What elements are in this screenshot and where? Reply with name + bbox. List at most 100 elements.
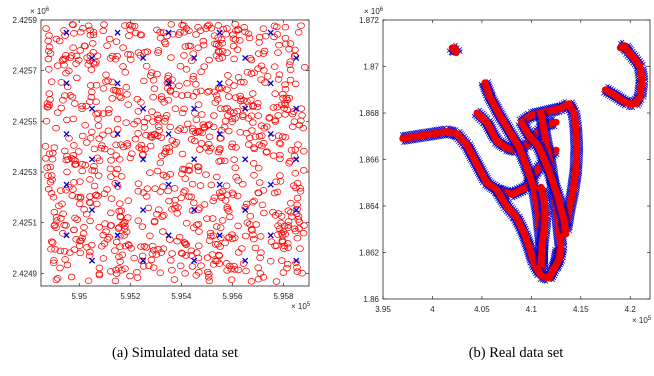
circle-marker — [122, 119, 130, 126]
x-tick-label: 3.95 — [375, 305, 391, 314]
cross-marker — [88, 206, 96, 214]
circle-marker — [181, 270, 189, 277]
circle-marker — [293, 264, 301, 271]
circle-marker — [227, 276, 236, 283]
circle-marker — [103, 236, 112, 243]
circle-marker — [244, 30, 253, 37]
circle-marker — [269, 104, 278, 111]
x-tick-label: 4.2 — [625, 305, 637, 314]
circle-marker — [63, 168, 71, 176]
circle-marker — [173, 237, 181, 245]
circle-marker — [106, 55, 115, 62]
circle-marker — [181, 187, 189, 194]
circle-marker — [250, 235, 258, 243]
y-tick-label: 1.868 — [359, 109, 380, 118]
circle-marker — [203, 215, 211, 222]
circle-marker — [199, 37, 208, 45]
circle-marker — [209, 197, 217, 205]
circle-marker — [249, 160, 258, 167]
circle-marker — [298, 269, 306, 277]
circle-marker — [258, 201, 267, 209]
circle-marker — [210, 194, 219, 201]
circle-marker — [149, 264, 158, 271]
circle-marker — [73, 74, 81, 82]
circle-marker — [188, 180, 197, 188]
circle-marker — [255, 141, 264, 149]
circle-marker — [45, 32, 53, 39]
cross-marker — [293, 54, 300, 62]
circle-marker — [113, 115, 122, 123]
circle-marker — [293, 194, 302, 202]
circle-marker — [194, 101, 203, 108]
circle-marker — [52, 213, 61, 221]
circle-marker — [194, 23, 202, 31]
circle-marker — [283, 96, 292, 104]
circle-marker — [292, 184, 300, 192]
circle-marker — [284, 222, 293, 229]
circle-marker — [225, 93, 233, 100]
cross-marker — [140, 105, 147, 112]
circle-marker — [229, 31, 237, 38]
y-tick-label: 1.862 — [359, 249, 380, 258]
circle-marker — [113, 125, 122, 133]
circle-marker — [230, 109, 238, 116]
circle-marker — [60, 248, 69, 255]
circle-marker — [48, 155, 57, 163]
circle-marker — [207, 24, 216, 32]
cross-marker — [293, 206, 300, 214]
cross-marker — [267, 181, 274, 188]
circle-marker — [65, 67, 73, 75]
circle-marker — [205, 56, 213, 64]
track-line — [537, 183, 549, 268]
circle-marker — [226, 108, 234, 115]
circle-marker — [46, 178, 55, 186]
circle-marker — [236, 92, 244, 100]
circle-marker — [107, 157, 115, 164]
circle-marker — [285, 61, 294, 68]
circle-marker — [102, 71, 110, 79]
x-tick-label: 5.958 — [273, 292, 294, 301]
circle-marker — [294, 216, 302, 223]
circle-marker — [99, 85, 108, 92]
circle-marker — [215, 85, 224, 92]
circle-marker — [142, 62, 151, 70]
circle-marker — [284, 218, 293, 225]
circle-marker — [187, 57, 196, 65]
circle-marker — [176, 62, 185, 70]
circle-marker — [43, 100, 52, 107]
circle-marker — [192, 88, 201, 96]
circle-marker — [68, 93, 77, 101]
circle-marker — [156, 269, 165, 277]
circle-marker — [257, 62, 266, 70]
circle-marker — [100, 190, 109, 197]
y-tick-label: 2.4259 — [13, 16, 38, 25]
circle-marker — [286, 76, 295, 84]
circle-marker — [85, 199, 94, 206]
circle-marker — [287, 146, 296, 154]
circle-marker — [65, 135, 73, 142]
circle-marker — [84, 277, 93, 285]
circle-marker — [151, 185, 159, 192]
cross-marker — [165, 130, 172, 138]
circle-marker — [195, 242, 203, 250]
circle-marker — [193, 128, 202, 135]
circle-marker — [95, 157, 104, 165]
circle-marker — [272, 278, 281, 285]
circle-marker — [113, 52, 121, 60]
cross-marker — [140, 257, 147, 264]
circle-marker — [298, 112, 306, 119]
circle-marker — [59, 96, 67, 104]
circle-marker — [218, 188, 227, 195]
circle-marker — [195, 269, 203, 276]
circle-marker — [299, 229, 308, 237]
circle-marker — [80, 42, 89, 50]
circle-marker — [231, 164, 239, 172]
circle-marker — [62, 52, 70, 59]
circle-marker — [62, 186, 70, 194]
circle-marker — [90, 163, 98, 170]
circle-marker — [112, 38, 121, 45]
circle-marker — [206, 229, 215, 237]
circle-marker — [233, 192, 242, 200]
circle-marker — [44, 103, 52, 110]
circle-marker — [293, 179, 302, 187]
